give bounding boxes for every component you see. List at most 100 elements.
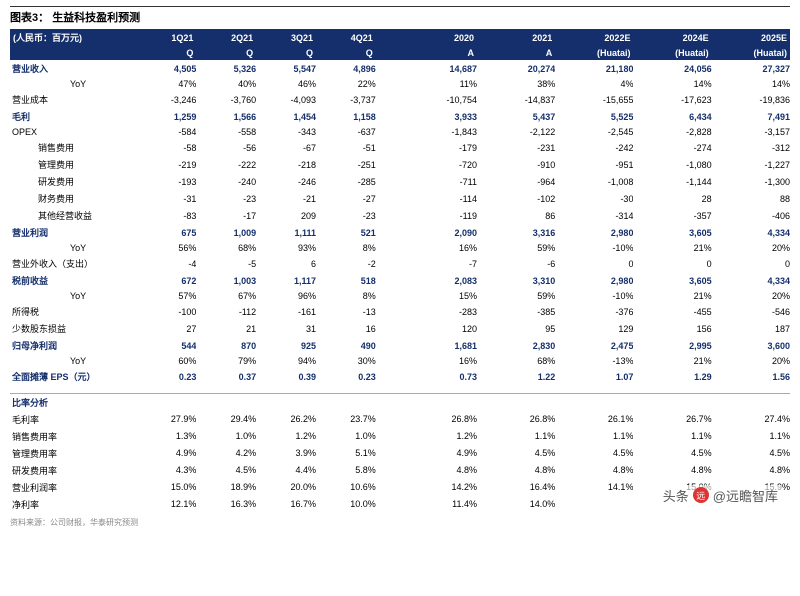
cell: -119 <box>399 207 477 224</box>
cell: -376 <box>555 303 633 320</box>
cell <box>376 91 399 108</box>
cell: 22% <box>316 77 376 91</box>
cell: 209 <box>256 207 316 224</box>
cell: -100 <box>137 303 197 320</box>
cell: 94% <box>256 354 316 368</box>
row-label: 毛利率 <box>10 411 137 428</box>
cell: -67 <box>256 139 316 156</box>
cell: 4.8% <box>633 462 711 479</box>
ratio-row: 毛利率27.9%29.4%26.2%23.7%26.8%26.8%26.1%26… <box>10 411 790 428</box>
cell: -5 <box>196 255 256 272</box>
cell: 3Q21 <box>256 29 316 46</box>
cell: (Huatai) <box>712 46 790 60</box>
row-label: 毛利 <box>10 108 137 125</box>
cell: 4.5% <box>712 445 790 462</box>
cell: -964 <box>477 173 555 190</box>
cell <box>376 272 399 289</box>
cell: 15.0% <box>137 479 197 496</box>
cell <box>399 393 477 411</box>
cell: 1.29 <box>633 368 711 385</box>
data-row: 营业收入4,5055,3265,5474,89614,68720,27421,1… <box>10 60 790 77</box>
cell: 2020 <box>399 29 477 46</box>
cell: -910 <box>477 156 555 173</box>
cell <box>376 60 399 77</box>
cell: -558 <box>196 125 256 139</box>
cell: 11.4% <box>399 496 477 513</box>
cell: 1,681 <box>399 337 477 354</box>
cell <box>376 337 399 354</box>
cell: 59% <box>477 241 555 255</box>
row-label: YoY <box>10 289 137 303</box>
cell: -23 <box>316 207 376 224</box>
row-label: YoY <box>10 77 137 91</box>
cell: 26.8% <box>477 411 555 428</box>
cell: 3.9% <box>256 445 316 462</box>
cell: 23.7% <box>316 411 376 428</box>
cell: -1,144 <box>633 173 711 190</box>
cell: Q <box>316 46 376 60</box>
cell <box>376 462 399 479</box>
ratio-row: 研发费用率4.3%4.5%4.4%5.8%4.8%4.8%4.8%4.8%4.8… <box>10 462 790 479</box>
cell <box>376 108 399 125</box>
data-source: 资料来源：公司财报，华泰研究预测 <box>10 513 790 528</box>
cell: 6,434 <box>633 108 711 125</box>
cell: 4.5% <box>633 445 711 462</box>
cell: 20,274 <box>477 60 555 77</box>
cell: -242 <box>555 139 633 156</box>
cell <box>376 445 399 462</box>
cell: 4.9% <box>137 445 197 462</box>
cell: 68% <box>477 354 555 368</box>
watermark: 头条 远 @远瞻智库 <box>659 485 782 506</box>
cell: 1.3% <box>137 428 197 445</box>
cell: -385 <box>477 303 555 320</box>
cell: 3,605 <box>633 272 711 289</box>
cell: -161 <box>256 303 316 320</box>
data-row: YoY57%67%96%8%15%59%-10%21%20% <box>10 289 790 303</box>
cell: -27 <box>316 190 376 207</box>
cell <box>256 393 316 411</box>
cell: 2Q21 <box>196 29 256 46</box>
cell: -1,227 <box>712 156 790 173</box>
cell <box>376 125 399 139</box>
cell: 4.5% <box>555 445 633 462</box>
cell: 0 <box>712 255 790 272</box>
cell: 4,334 <box>712 224 790 241</box>
cell: 4,896 <box>316 60 376 77</box>
cell: 1,566 <box>196 108 256 125</box>
cell: -58 <box>137 139 197 156</box>
cell: 925 <box>256 337 316 354</box>
data-row: OPEX-584-558-343-637-1,843-2,122-2,545-2… <box>10 125 790 139</box>
cell: 5,326 <box>196 60 256 77</box>
cell: 10.0% <box>316 496 376 513</box>
ratio-row: 销售费用率1.3%1.0%1.2%1.0%1.2%1.1%1.1%1.1%1.1… <box>10 428 790 445</box>
cell <box>376 289 399 303</box>
data-row: 税前收益6721,0031,1175182,0833,3102,9803,605… <box>10 272 790 289</box>
cell: 21% <box>633 354 711 368</box>
cell: 1,259 <box>137 108 197 125</box>
cell: 21 <box>196 320 256 337</box>
cell <box>376 139 399 156</box>
cell: -102 <box>477 190 555 207</box>
cell: 5,437 <box>477 108 555 125</box>
cell: -10,754 <box>399 91 477 108</box>
cell: A <box>399 46 477 60</box>
row-label: YoY <box>10 354 137 368</box>
cell: 1.0% <box>196 428 256 445</box>
cell: Q <box>256 46 316 60</box>
row-label: 比率分析 <box>10 393 137 411</box>
header-row-1: (人民币：百万元)1Q212Q213Q214Q21202020212022E20… <box>10 29 790 46</box>
cell: -231 <box>477 139 555 156</box>
row-label: 营业收入 <box>10 60 137 77</box>
cell: -112 <box>196 303 256 320</box>
cell: 3,316 <box>477 224 555 241</box>
cell: 0 <box>633 255 711 272</box>
cell: 0.37 <box>196 368 256 385</box>
row-label: 全面摊薄 EPS（元） <box>10 368 137 385</box>
cell: -455 <box>633 303 711 320</box>
cell: -179 <box>399 139 477 156</box>
cell: -3,246 <box>137 91 197 108</box>
cell: -637 <box>316 125 376 139</box>
cell: 6 <box>256 255 316 272</box>
cell <box>376 241 399 255</box>
cell: 521 <box>316 224 376 241</box>
